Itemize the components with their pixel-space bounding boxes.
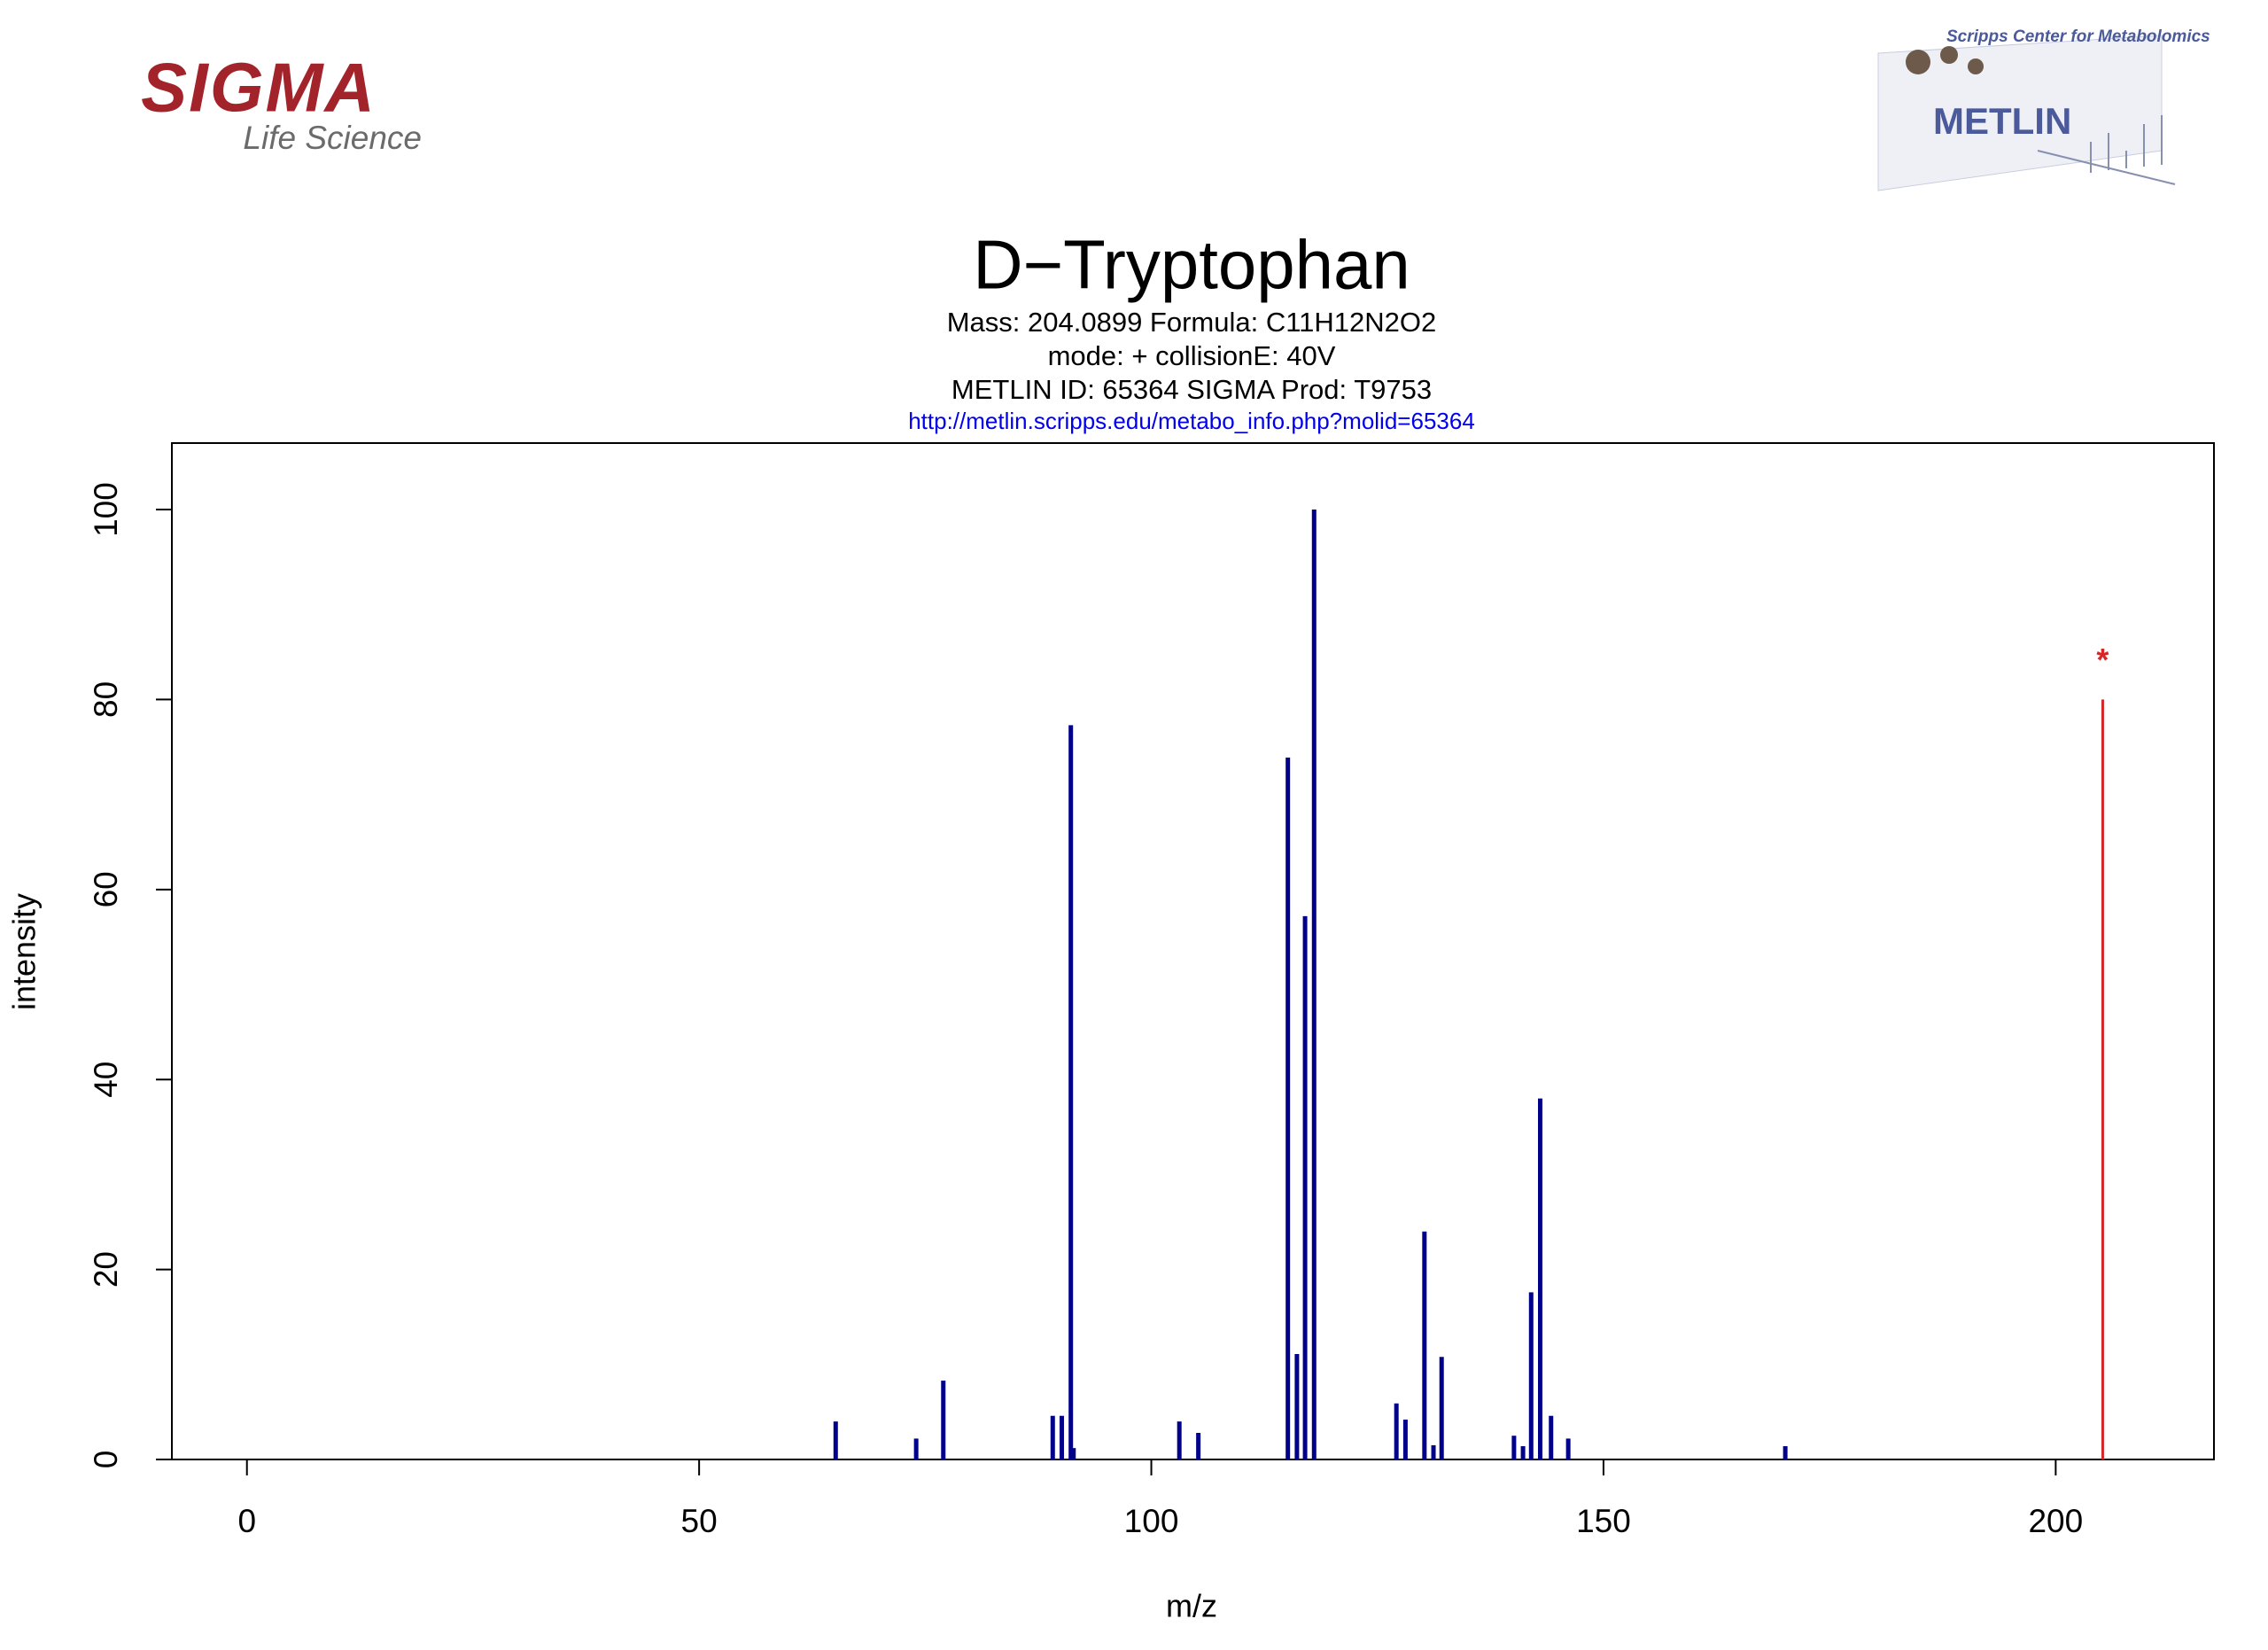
y-tick-label: 0: [88, 1451, 124, 1469]
y-tick-label: 60: [88, 871, 124, 907]
sigma-tagline: Life Science: [243, 120, 422, 156]
x-tick-label: 150: [1576, 1503, 1631, 1539]
logo-molecule: [1968, 58, 1984, 74]
x-tick-label: 0: [237, 1503, 256, 1539]
chart-title: D−Tryptophan: [973, 226, 1410, 304]
plot-frame: [171, 442, 2215, 1460]
y-tick-label: 40: [88, 1062, 124, 1098]
metlin-brand: METLIN: [1933, 100, 2071, 142]
logo-molecule: [1940, 46, 1958, 64]
metlin-caption: Scripps Center for Metabolomics: [1946, 27, 2210, 46]
y-axis-label: intensity: [6, 893, 43, 1010]
x-axis-label: m/z: [1166, 1588, 1217, 1624]
chart-subtitle: METLIN ID: 65364 SIGMA Prod: T9753: [951, 374, 1432, 405]
metlin-link[interactable]: http://metlin.scripps.edu/metabo_info.ph…: [908, 408, 1475, 434]
y-tick-label: 100: [88, 482, 124, 537]
y-tick-label: 20: [88, 1251, 124, 1288]
chart-subtitle: mode: + collisionE: 40V: [1048, 340, 1336, 371]
logo-molecule: [1906, 50, 1930, 74]
sigma-brand: SIGMA: [141, 49, 377, 127]
x-tick-label: 100: [1124, 1503, 1179, 1539]
y-tick-label: 80: [88, 681, 124, 718]
x-tick-label: 50: [681, 1503, 718, 1539]
logo-sticks: [2037, 115, 2176, 185]
sigma-logo: SIGMA Life Science: [141, 49, 422, 156]
peak-marker: *: [2096, 642, 2109, 678]
x-tick-label: 200: [2028, 1503, 2083, 1539]
chart-subtitle: Mass: 204.0899 Formula: C11H12N2O2: [947, 307, 1437, 338]
metlin-logo: Scripps Center for Metabolomics METLIN: [1877, 27, 2210, 191]
